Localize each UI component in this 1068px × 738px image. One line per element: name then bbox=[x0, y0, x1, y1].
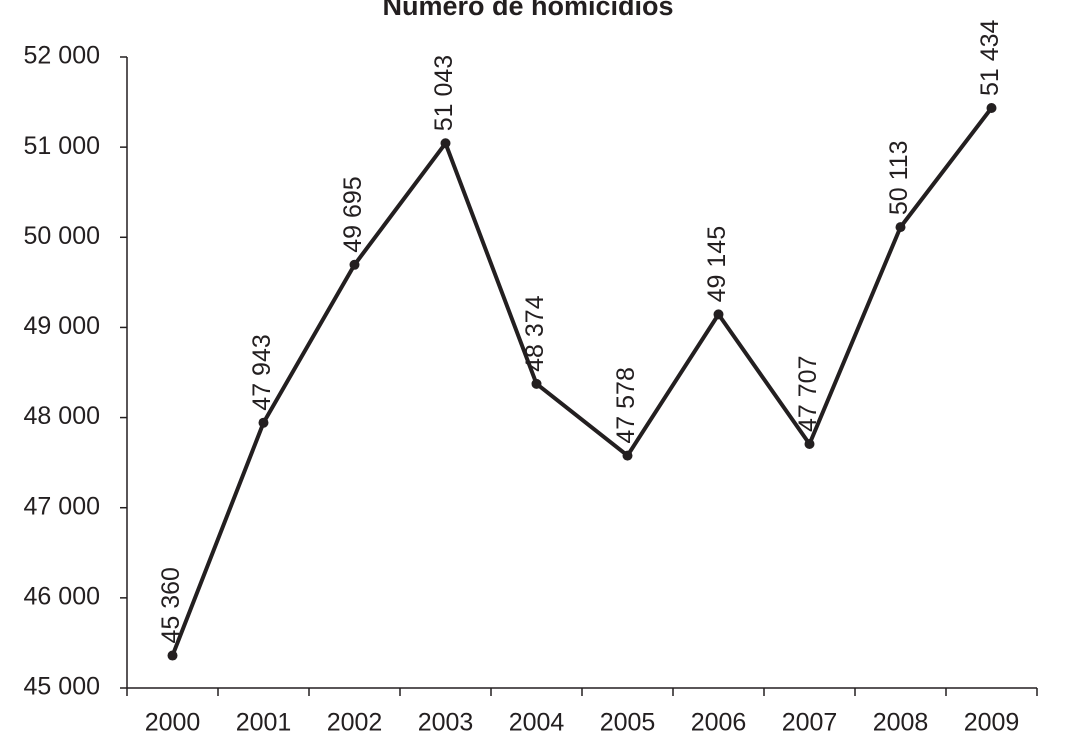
data-label: 51 043 bbox=[430, 55, 458, 131]
y-tick-label: 51 000 bbox=[24, 132, 100, 160]
y-tick-label: 50 000 bbox=[24, 222, 100, 250]
point bbox=[713, 309, 724, 320]
data-label: 47 578 bbox=[612, 367, 640, 443]
x-tick-label: 2005 bbox=[600, 709, 656, 737]
point bbox=[258, 417, 269, 428]
x-tick-label: 2008 bbox=[873, 709, 929, 737]
point bbox=[622, 450, 633, 461]
data-label: 47 943 bbox=[248, 334, 276, 410]
line bbox=[170, 106, 994, 657]
point bbox=[349, 259, 360, 270]
x-tick-label: 2002 bbox=[327, 709, 383, 737]
point bbox=[895, 222, 906, 233]
y-tick-label: 49 000 bbox=[24, 312, 100, 340]
point bbox=[167, 650, 178, 661]
y-tick-label: 47 000 bbox=[24, 492, 100, 520]
point bbox=[804, 438, 815, 449]
data-label: 50 113 bbox=[885, 140, 913, 215]
x-tick-label: 2007 bbox=[782, 709, 838, 737]
data-label: 47 707 bbox=[794, 356, 822, 432]
data-label: 45 360 bbox=[157, 567, 185, 643]
data-label: 48 374 bbox=[521, 295, 549, 372]
x-tick-label: 2004 bbox=[509, 709, 565, 737]
point bbox=[986, 103, 997, 114]
point bbox=[440, 138, 451, 149]
y-tick-label: 52 000 bbox=[24, 42, 100, 70]
data-label: 51 434 bbox=[976, 19, 1004, 96]
chart-title: Número de homicídios bbox=[382, 0, 673, 21]
y-tick-label: 48 000 bbox=[24, 402, 100, 430]
x-tick-label: 2001 bbox=[236, 709, 292, 737]
data-label: 49 145 bbox=[703, 226, 731, 302]
x-tick-label: 2003 bbox=[418, 709, 474, 737]
x-tick-label: 2000 bbox=[145, 709, 201, 737]
x-tick-label: 2009 bbox=[964, 709, 1020, 737]
data-label: 49 695 bbox=[339, 176, 367, 252]
x-tick-label: 2006 bbox=[691, 709, 747, 737]
point bbox=[531, 378, 542, 389]
y-tick-label: 45 000 bbox=[24, 673, 100, 701]
y-tick-label: 46 000 bbox=[24, 582, 100, 610]
